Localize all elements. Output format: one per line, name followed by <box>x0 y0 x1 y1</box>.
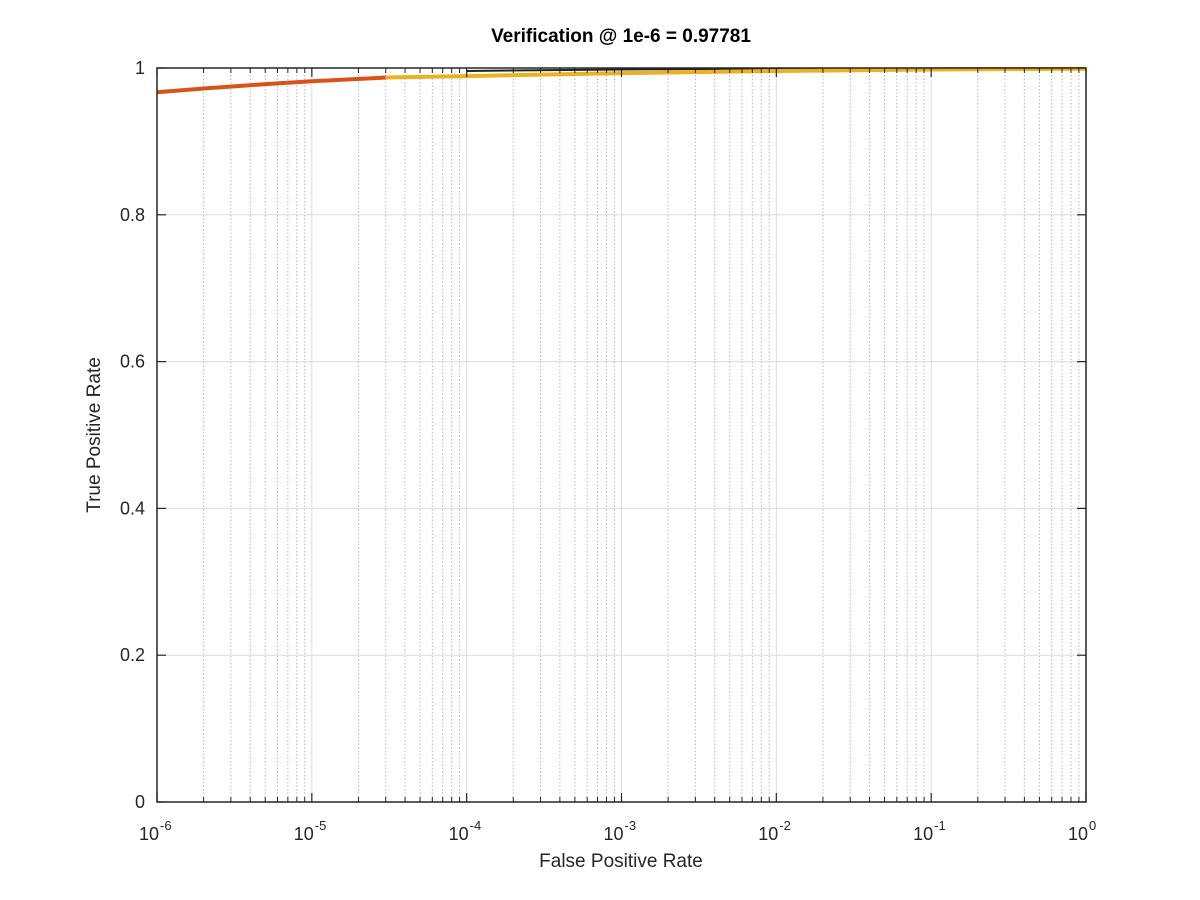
series-line-1 <box>156 75 386 95</box>
x-tick-label-base: 10 <box>1068 824 1088 844</box>
x-tick-label: 10 -2 <box>758 818 791 844</box>
y-tick-label: 1 <box>135 58 145 78</box>
x-tick-label-base: 10 <box>758 824 778 844</box>
axes-frame <box>156 67 1087 803</box>
x-tick-label-exponent: -3 <box>625 818 637 833</box>
x-tick-label-base: 10 <box>139 824 159 844</box>
x-tick-label-exponent: -1 <box>934 818 946 833</box>
x-tick-label-exponent: -6 <box>160 818 172 833</box>
chart-title: Verification @ 1e-6 = 0.97781 <box>491 26 751 47</box>
x-tick-label-base: 10 <box>913 824 933 844</box>
x-tick-label-exponent: 0 <box>1089 818 1096 833</box>
y-tick-label: 0 <box>135 792 145 812</box>
y-tick-label: 0.6 <box>120 352 145 372</box>
x-tick-label: 10 0 <box>1068 818 1096 844</box>
x-tick-label-base: 10 <box>294 824 314 844</box>
x-tick-label-exponent: -2 <box>779 818 791 833</box>
x-tick-label-exponent: -4 <box>470 818 482 833</box>
y-axis-label: True Positive Rate <box>84 357 105 513</box>
y-tick-label: 0.2 <box>120 645 145 665</box>
x-tick-label-exponent: -5 <box>315 818 327 833</box>
x-tick-label: 10 -6 <box>139 818 172 844</box>
x-tick-label-base: 10 <box>449 824 469 844</box>
x-axis-label: False Positive Rate <box>539 851 703 872</box>
y-tick-label: 0.4 <box>120 498 145 518</box>
x-tick-label: 10 -1 <box>913 818 946 844</box>
x-tick-label: 10 -4 <box>449 818 482 844</box>
x-tick-label-base: 10 <box>603 824 623 844</box>
x-tick-label: 10 -5 <box>294 818 327 844</box>
x-tick-label: 10 -3 <box>603 818 636 844</box>
y-tick-label: 0.8 <box>120 205 145 225</box>
series-line-2 <box>385 66 1087 80</box>
